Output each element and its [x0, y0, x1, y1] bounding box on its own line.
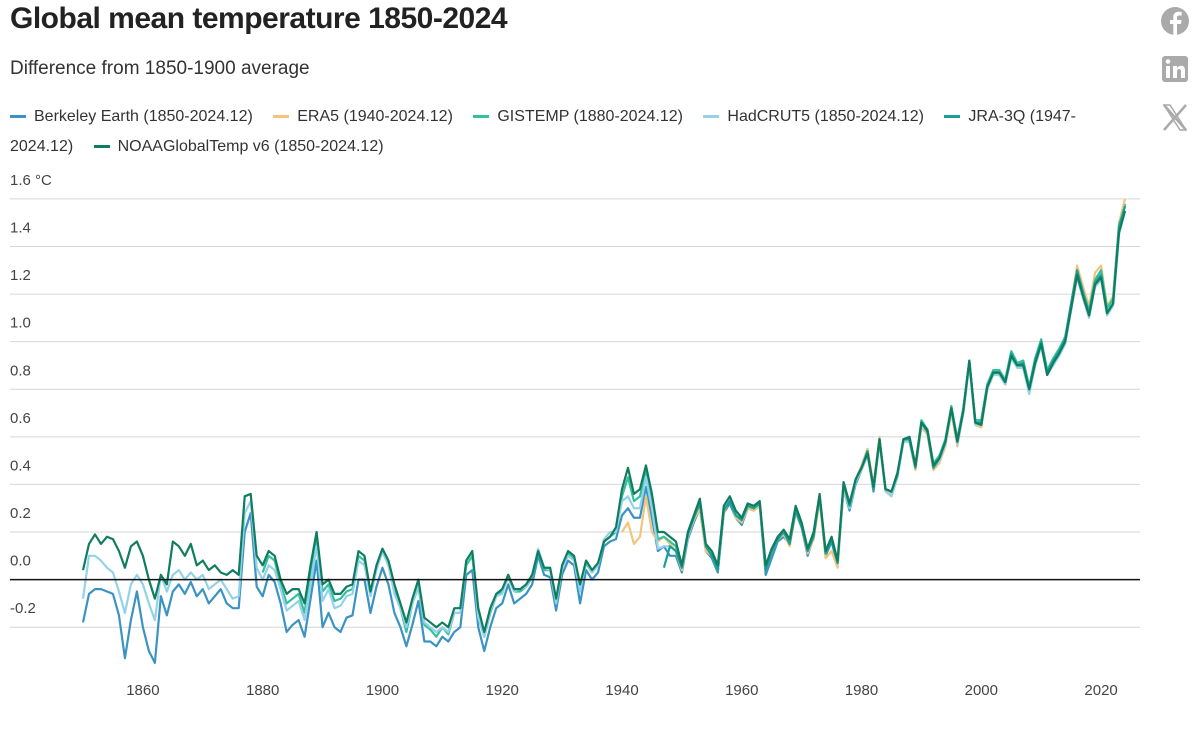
legend-swatch	[10, 115, 26, 119]
x-tick-label: 1880	[246, 682, 279, 699]
legend-swatch	[944, 115, 961, 119]
x-tick-label: 1980	[845, 682, 878, 699]
y-tick-label: 0.8	[10, 362, 31, 379]
x-tick-label: 1860	[126, 682, 159, 699]
legend-label: JRA-3Q (1947-2024.12)	[10, 108, 1076, 155]
legend: Berkeley Earth (1850-2024.12) ERA5 (1940…	[10, 102, 1140, 162]
y-tick-label: 0.2	[10, 505, 31, 522]
y-tick-label: 0.6	[10, 410, 31, 427]
legend-item: NOAAGlobalTemp v6 (1850-2024.12)	[93, 138, 384, 155]
linkedin-icon[interactable]	[1162, 56, 1188, 82]
legend-swatch	[703, 115, 720, 119]
legend-swatch	[273, 115, 290, 119]
y-tick-label: -0.2	[10, 600, 36, 617]
series-line	[621, 198, 1127, 572]
legend-label: Berkeley Earth (1850-2024.12)	[34, 108, 253, 125]
legend-item: GISTEMP (1880-2024.12)	[473, 108, 683, 125]
y-tick-label: 1.6 °C	[10, 172, 52, 189]
y-tick-label: 1.0	[10, 315, 31, 332]
y-tick-label: 0.0	[10, 553, 31, 570]
series-line	[81, 210, 1127, 634]
chart-title: Global mean temperature 1850-2024	[10, 2, 508, 35]
legend-label: NOAAGlobalTemp v6 (1850-2024.12)	[117, 138, 384, 155]
legend-swatch	[93, 145, 110, 149]
legend-label: GISTEMP (1880-2024.12)	[497, 108, 683, 125]
facebook-icon[interactable]	[1161, 7, 1189, 36]
legend-item: Berkeley Earth (1850-2024.12)	[10, 108, 253, 125]
legend-label: HadCRUT5 (1850-2024.12)	[727, 108, 924, 125]
legend-item: HadCRUT5 (1850-2024.12)	[703, 108, 924, 125]
y-tick-label: 1.2	[10, 267, 31, 284]
y-tick-label: 0.4	[10, 457, 31, 474]
share-icons	[1161, 7, 1189, 131]
series-line	[662, 205, 1127, 572]
legend-label: ERA5 (1940-2024.12)	[297, 108, 453, 125]
legend-swatch	[473, 115, 490, 119]
legend-item: JRA-3Q (1947-2024.12)	[10, 108, 1076, 155]
x-tick-label: 1920	[486, 682, 519, 699]
x-tick-label: 1900	[366, 682, 399, 699]
x-icon[interactable]	[1162, 104, 1188, 131]
chart-subtitle: Difference from 1850-1900 average	[10, 58, 310, 79]
x-tick-label: 2020	[1084, 682, 1117, 699]
x-tick-label: 2000	[965, 682, 998, 699]
x-tick-label: 1940	[605, 682, 638, 699]
x-tick-label: 1960	[725, 682, 758, 699]
legend-item: ERA5 (1940-2024.12)	[273, 108, 453, 125]
chart: -0.2 0.0 0.2 0.4 0.6 0.8 1.0 1.2 1.4 1.6 °C 1860 18…	[10, 172, 1140, 699]
y-tick-label: 1.4	[10, 219, 31, 236]
